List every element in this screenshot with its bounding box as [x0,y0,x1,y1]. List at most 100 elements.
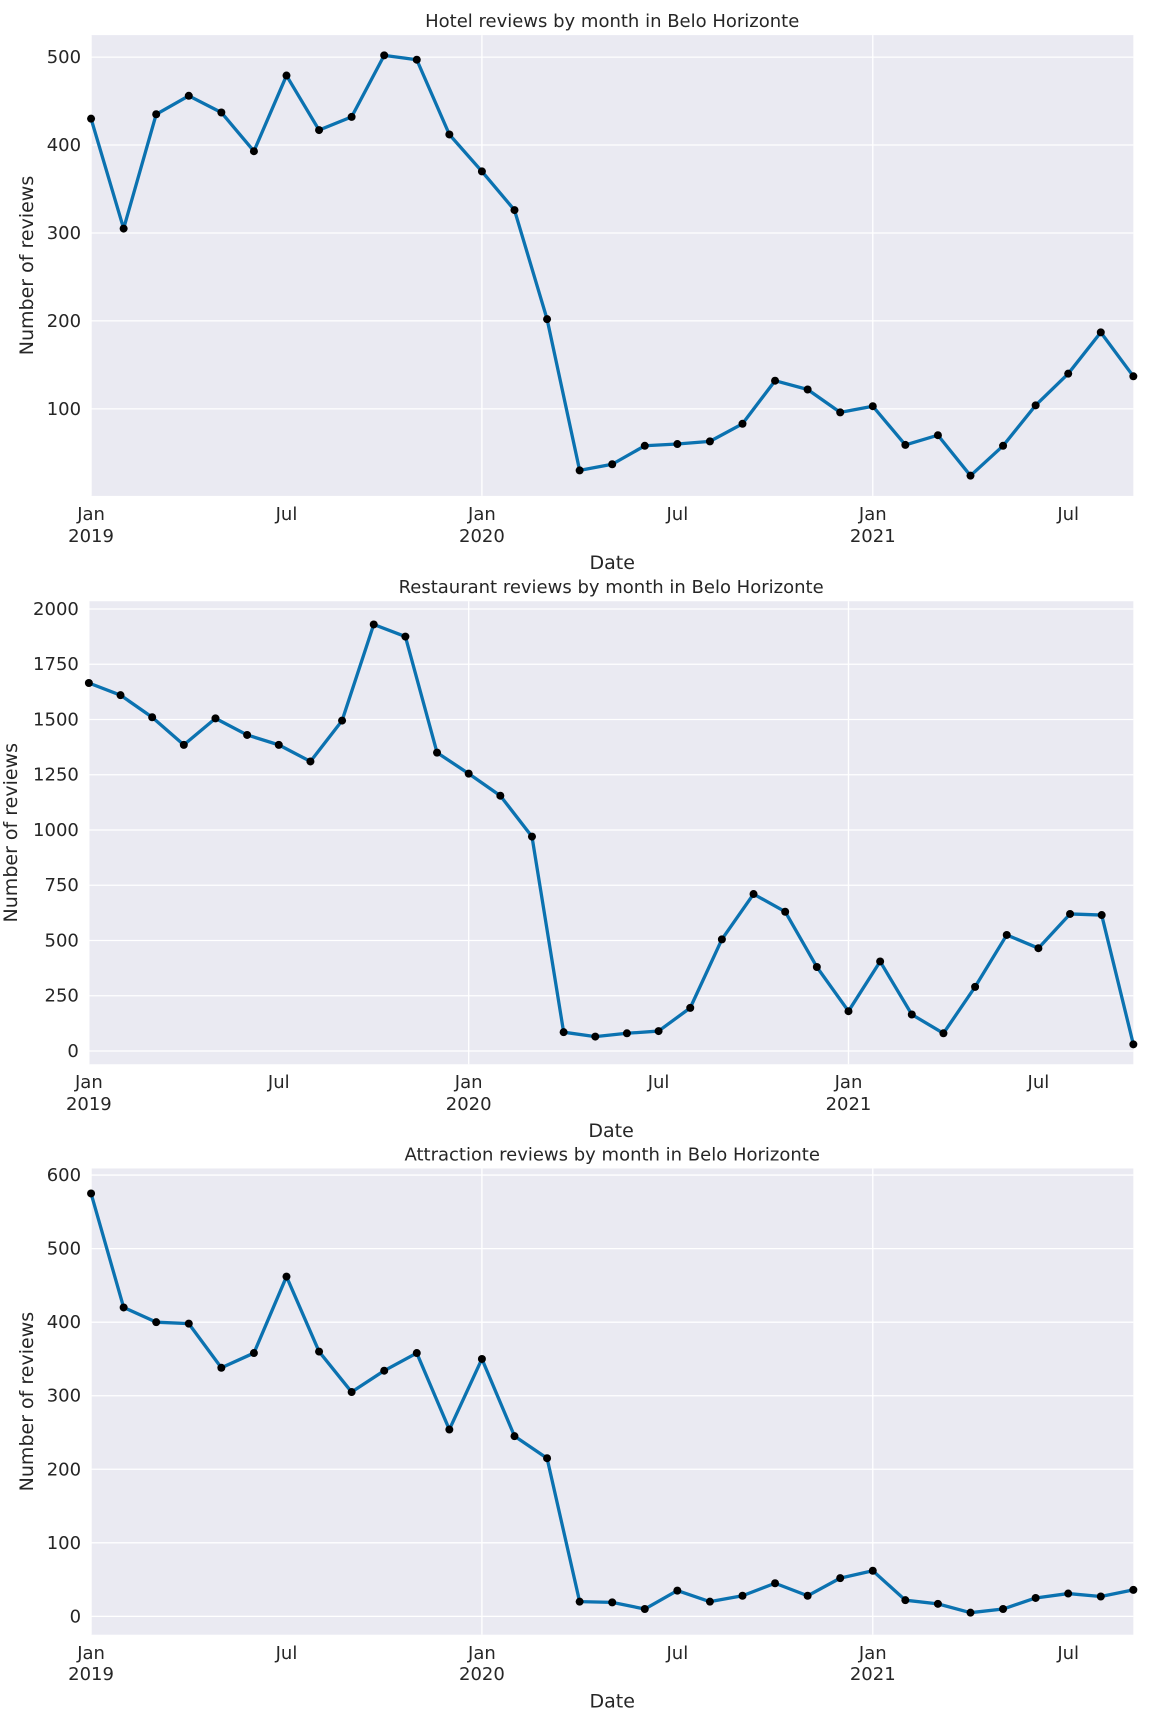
point [338,716,347,725]
point [179,740,188,749]
point [243,730,252,739]
point [876,957,885,966]
point [1096,328,1105,337]
point [249,147,258,156]
point [575,466,584,475]
point [738,419,747,428]
y-axis-label: Number of reviews [16,176,38,355]
point [559,1028,568,1037]
point [907,1010,916,1019]
x-tick-label: Jan 2021 [849,503,896,547]
point [184,1319,193,1328]
point [84,679,93,688]
point [933,431,942,440]
point [575,1597,584,1606]
point [999,441,1008,450]
y-tick-label: 600 [47,1165,81,1186]
point [282,1272,291,1281]
point [1064,1589,1073,1598]
point [971,982,980,991]
point [705,437,714,446]
point [412,55,421,64]
y-tick-label: 200 [47,1459,81,1480]
point [673,440,682,449]
point [1002,930,1011,939]
point [464,769,473,778]
point [119,224,128,233]
y-tick-label: 500 [45,930,79,951]
plot-area [91,35,1134,496]
y-tick-label: 2000 [33,599,79,620]
point [116,691,125,700]
point [445,130,454,139]
point [1129,372,1138,381]
point [781,907,790,916]
x-tick-label: Jan 2019 [68,1642,114,1686]
point [347,112,356,121]
point [771,376,780,385]
x-tick-label: Jul [267,1072,290,1094]
point [901,440,910,449]
x-tick-label: Jan 2020 [459,1642,505,1686]
point [543,1454,552,1463]
y-tick-label: 100 [47,399,81,420]
point [966,1608,975,1617]
x-tick-label: Jul [1057,1642,1080,1664]
y-tick-label: 0 [70,1606,81,1627]
point [836,1574,845,1583]
y-tick-label: 0 [67,1041,78,1062]
point [1031,1593,1040,1602]
y-tick-label: 1500 [33,709,79,730]
point [119,1303,128,1312]
y-tick-label: 300 [47,223,81,244]
point [999,1605,1008,1614]
y-tick-label: 750 [45,875,79,896]
point [622,1029,631,1038]
y-tick-label: 500 [47,1239,81,1260]
y-tick-label: 1250 [33,765,79,786]
point [152,1318,161,1327]
point [939,1029,948,1038]
point [844,1007,853,1016]
x-tick-label: Jan 2019 [65,1072,112,1115]
y-tick-label: 100 [47,1533,81,1554]
x-axis-label: Date [589,1691,634,1713]
y-tick-label: 250 [45,986,79,1007]
point [717,935,726,944]
point [380,51,389,60]
point [433,748,442,757]
line [88,622,1135,1045]
point [477,167,486,176]
point [836,408,845,417]
point [966,471,975,480]
point [654,1027,663,1036]
point [369,620,378,629]
point [803,385,812,394]
point [306,757,315,766]
point [1066,909,1075,918]
point [640,1605,649,1614]
y-axis-label: Number of reviews [0,743,22,922]
point [315,126,324,135]
point [1034,944,1043,953]
point [608,460,617,469]
point [401,632,410,641]
x-tick-label: Jan 2021 [849,1642,896,1686]
point [812,962,821,971]
point [184,91,193,100]
point [1096,1592,1105,1601]
point [347,1388,356,1397]
point [673,1586,682,1595]
x-tick-label: Jul [1027,1072,1050,1094]
y-axis-label: Number of reviews [16,1312,38,1491]
point [315,1347,324,1356]
point [1129,1585,1138,1594]
point [445,1425,454,1434]
point [380,1366,389,1375]
point [412,1349,421,1358]
x-tick-label: Jul [647,1072,670,1094]
point [868,1566,877,1575]
point [152,110,161,119]
